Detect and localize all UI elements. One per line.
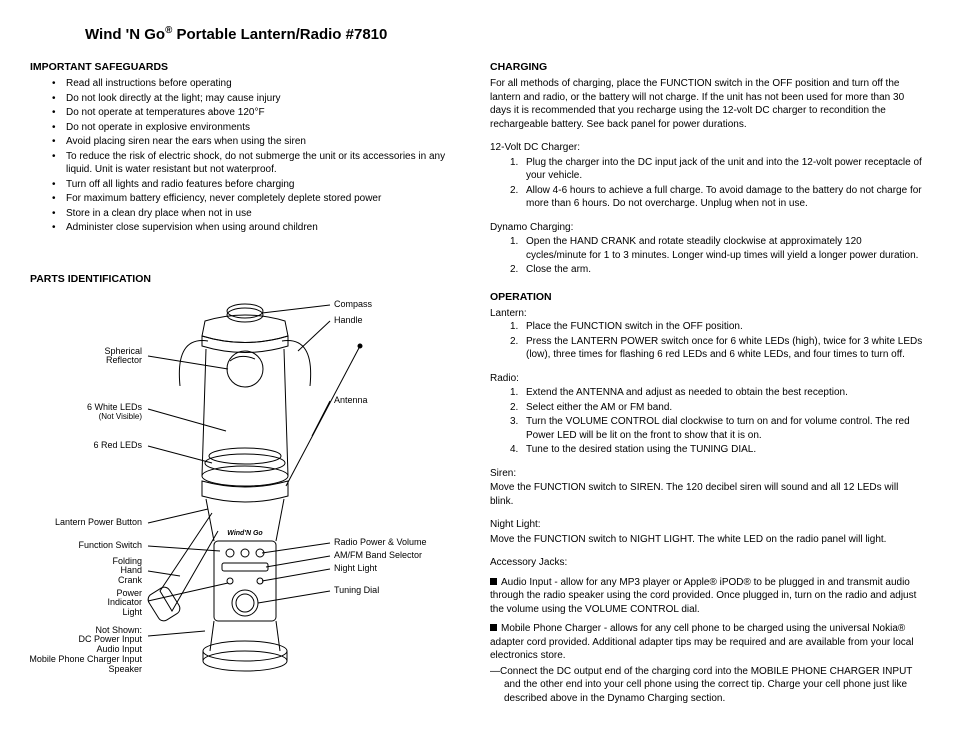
dc-step: Plug the charger into the DC input jack … [512,156,924,183]
charging-heading: CHARGING [490,61,924,73]
safeguard-item: Store in a clean dry place when not in u… [52,207,460,221]
operation-heading: OPERATION [490,291,924,303]
dc-steps: Plug the charger into the DC input jack … [490,156,924,211]
label-lantern-power: Lantern Power Button [55,518,142,528]
safeguard-item: Avoid placing siren near the ears when u… [52,135,460,149]
title-prefix: Wind 'N Go [85,26,165,43]
radio-step: Turn the VOLUME CONTROL dial clockwise t… [512,415,924,442]
safeguard-item: Do not look directly at the light; may c… [52,92,460,106]
lantern-sub: Lantern: [490,307,924,321]
svg-text:Wind'N Go: Wind'N Go [227,530,263,537]
safeguard-item: For maximum battery efficiency, never co… [52,192,460,206]
dc-heading: 12-Volt DC Charger: [490,141,924,155]
safeguard-item: Do not operate in explosive environments [52,121,460,135]
safeguard-item: Administer close supervision when using … [52,221,460,235]
lantern-step: Press the LANTERN POWER switch once for … [512,335,924,362]
safeguard-item: Read all instructions before operating [52,77,460,91]
lantern-step: Place the FUNCTION switch in the OFF pos… [512,320,924,334]
label-function-switch: Function Switch [78,541,142,551]
left-column: IMPORTANT SAFEGUARDS Read all instructio… [30,61,460,705]
parts-heading: PARTS IDENTIFICATION [30,273,460,285]
radio-step: Extend the ANTENNA and adjust as needed … [512,386,924,400]
content-columns: IMPORTANT SAFEGUARDS Read all instructio… [30,61,924,705]
mobile-charger-block: Mobile Phone Charger - allows for any ce… [490,622,924,663]
nightlight-sub: Night Light: [490,518,924,532]
label-spherical-reflector: SphericalReflector [104,347,142,367]
audio-input-block: Audio Input - allow for any MP3 player o… [490,576,924,617]
label-red-leds: 6 Red LEDs [93,441,142,451]
radio-step: Select either the AM or FM band. [512,401,924,415]
label-power-indicator: PowerIndicatorLight [107,589,142,619]
right-column: CHARGING For all methods of charging, pl… [490,61,924,705]
label-radio-power: Radio Power & Volume [334,538,427,548]
safeguard-item: Turn off all lights and radio features b… [52,178,460,192]
safeguard-item: To reduce the risk of electric shock, do… [52,150,460,177]
mobile-charger-text: Mobile Phone Charger - allows for any ce… [490,623,914,661]
square-bullet-icon [490,578,497,585]
title-suffix: Portable Lantern/Radio #7810 [172,26,387,43]
siren-text: Move the FUNCTION switch to SIREN. The 1… [490,481,924,508]
label-night-light: Night Light [334,564,377,574]
safeguard-item: Do not operate at temperatures above 120… [52,106,460,120]
label-antenna: Antenna [334,396,368,406]
safeguards-list: Read all instructions before operating D… [30,77,460,235]
label-compass: Compass [334,300,372,310]
label-handle: Handle [334,316,363,326]
nightlight-text: Move the FUNCTION switch to NIGHT LIGHT.… [490,533,924,547]
radio-steps: Extend the ANTENNA and adjust as needed … [490,386,924,457]
label-tuning-dial: Tuning Dial [334,586,379,596]
safeguards-heading: IMPORTANT SAFEGUARDS [30,61,460,73]
dynamo-step: Open the HAND CRANK and rotate steadily … [512,235,924,262]
lantern-steps: Place the FUNCTION switch in the OFF pos… [490,320,924,362]
radio-step: Tune to the desired station using the TU… [512,443,924,457]
square-bullet-icon [490,624,497,631]
label-white-leds: 6 White LEDs(Not Visible) [87,403,142,423]
label-not-shown: Not Shown:DC Power InputAudio InputMobil… [29,626,142,675]
page-title: Wind 'N Go® Portable Lantern/Radio #7810 [85,25,924,43]
label-band-selector: AM/FM Band Selector [334,551,422,561]
dynamo-steps: Open the HAND CRANK and rotate steadily … [490,235,924,277]
mobile-connect-text: —Connect the DC output end of the chargi… [490,665,924,706]
dynamo-step: Close the arm. [512,263,924,277]
label-folding-crank: FoldingHandCrank [112,557,142,587]
dc-step: Allow 4-6 hours to achieve a full charge… [512,184,924,211]
parts-diagram: Wind'N Go [30,291,460,691]
charging-intro: For all methods of charging, place the F… [490,77,924,131]
radio-sub: Radio: [490,372,924,386]
accessory-sub: Accessory Jacks: [490,556,924,570]
audio-input-text: Audio Input - allow for any MP3 player o… [490,577,916,615]
dynamo-heading: Dynamo Charging: [490,221,924,235]
siren-sub: Siren: [490,467,924,481]
